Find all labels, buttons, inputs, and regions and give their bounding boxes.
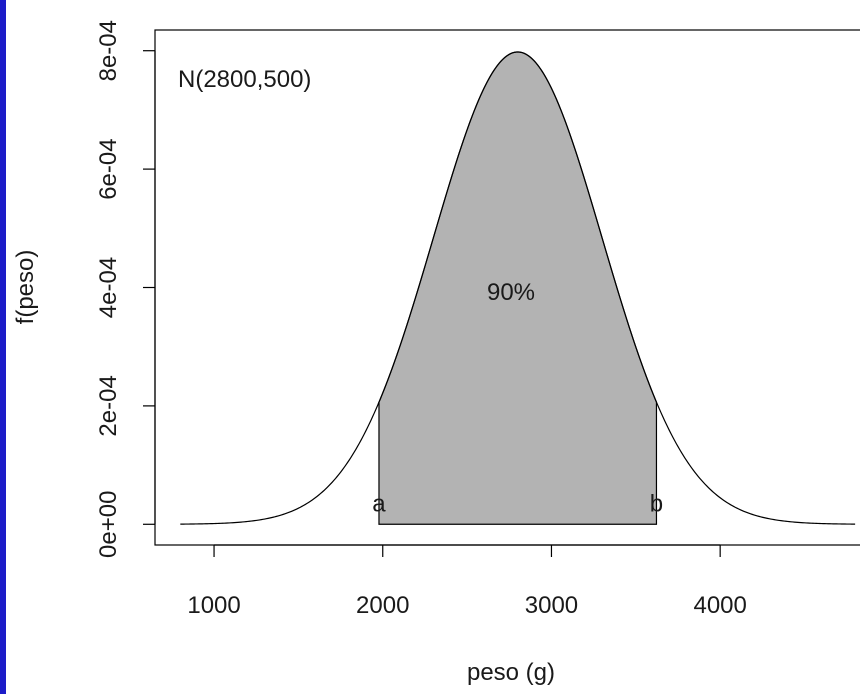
x-tick-label: 2000 bbox=[356, 592, 409, 619]
window-edge-bar bbox=[0, 0, 6, 694]
x-axis-label: peso (g) bbox=[467, 659, 555, 686]
distribution-label: N(2800,500) bbox=[178, 66, 311, 93]
plot-layer bbox=[180, 51, 856, 525]
point-label-a: a bbox=[372, 490, 386, 517]
y-axis-label: f(peso) bbox=[12, 250, 39, 325]
y-tick-label: 4e-04 bbox=[95, 257, 122, 318]
y-tick-label: 0e+00 bbox=[95, 491, 122, 558]
axes-layer: 1000 2000 3000 4000 0e+00 2e-04 4e-04 6e-04 8e-0… bbox=[95, 20, 860, 619]
y-tick-label: 8e-04 bbox=[95, 20, 122, 81]
x-tick-label: 4000 bbox=[693, 592, 746, 619]
y-tick-label: 6e-04 bbox=[95, 138, 122, 199]
y-tick-label: 2e-04 bbox=[95, 375, 122, 436]
x-tick-label: 3000 bbox=[525, 592, 578, 619]
point-label-b: b bbox=[650, 490, 663, 517]
x-tick-label: 1000 bbox=[187, 592, 240, 619]
density-curve bbox=[180, 51, 856, 525]
area-percent-label: 90% bbox=[487, 279, 535, 306]
